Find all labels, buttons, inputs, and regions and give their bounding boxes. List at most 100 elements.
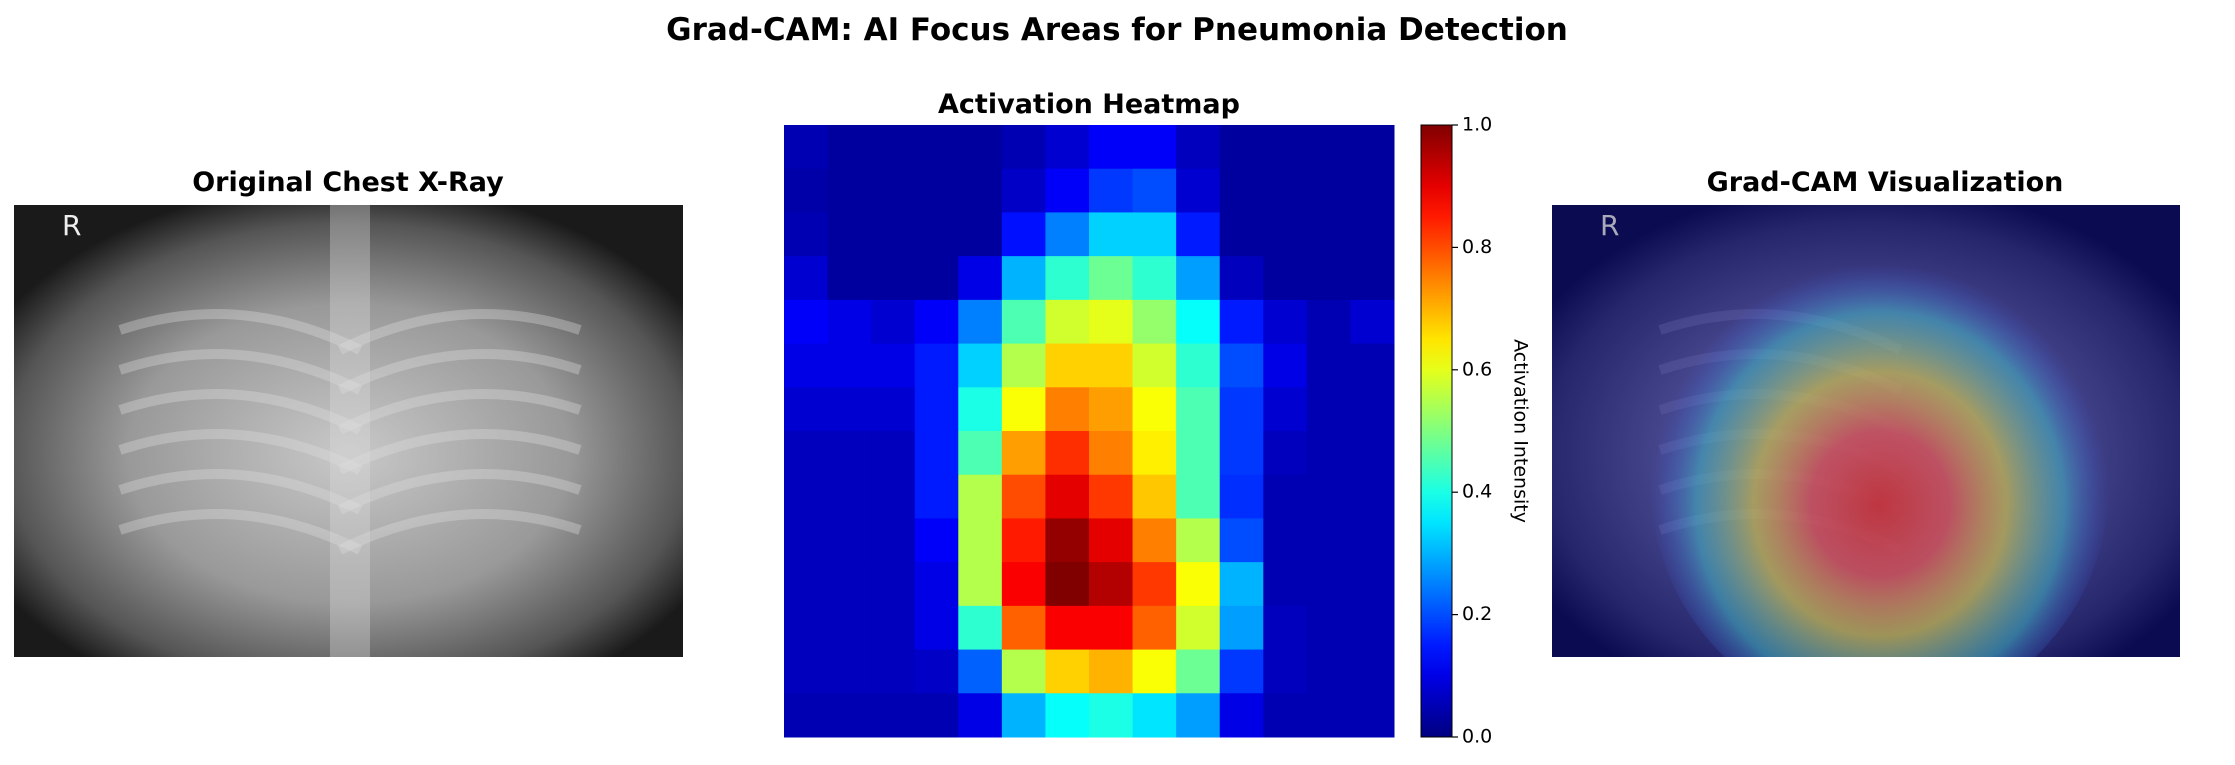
heatmap-cell	[784, 387, 829, 432]
heatmap-cell	[1045, 387, 1090, 432]
heatmap-cell	[1089, 693, 1134, 738]
heatmap-cell	[1001, 605, 1046, 651]
heatmap-cell	[871, 693, 916, 738]
heatmap-cell	[784, 605, 829, 651]
heatmap-cell	[871, 649, 916, 694]
heatmap-cell	[1176, 431, 1221, 476]
heatmap-cell	[1350, 168, 1395, 213]
heatmap-cell	[1176, 168, 1221, 213]
heatmap-cell	[1089, 518, 1134, 563]
heatmap-cell	[827, 474, 872, 519]
heatmap-cell	[1045, 256, 1090, 301]
heatmap-cell	[1263, 474, 1308, 519]
heatmap-cell	[784, 212, 829, 257]
heatmap-cell	[958, 605, 1003, 651]
heatmap-cell	[1350, 474, 1395, 519]
heatmap-cell	[958, 256, 1003, 301]
heatmap-cell	[1350, 125, 1395, 170]
heatmap-cell	[1132, 649, 1177, 694]
heatmap-cell	[871, 168, 916, 213]
colorbar-tick-label: 0.4	[1462, 481, 1492, 503]
heatmap-cell	[914, 605, 959, 651]
heatmap-cell	[1263, 343, 1308, 388]
heatmap-cell	[1089, 299, 1134, 345]
heatmap-cell	[1219, 605, 1264, 651]
panel-title: Grad-CAM Visualization	[1707, 167, 2064, 198]
heatmap-cell	[1132, 562, 1177, 607]
heatmap-cell	[1176, 256, 1221, 301]
heatmap-cell	[1306, 256, 1351, 301]
heatmap-cell	[1089, 212, 1134, 257]
heatmap-cell	[1132, 168, 1177, 213]
heatmap-cell	[1219, 474, 1264, 519]
gradcam-image	[1552, 205, 2180, 657]
heatmap-cell	[914, 343, 959, 388]
heatmap-cell	[1263, 387, 1308, 432]
heatmap-cell	[1176, 212, 1221, 257]
heatmap-cell	[784, 474, 829, 519]
heatmap-cell	[784, 431, 829, 476]
heatmap-cell	[871, 387, 916, 432]
heatmap-cell	[1306, 693, 1351, 738]
heatmap-cell	[784, 256, 829, 301]
heatmap-cell	[1263, 518, 1308, 563]
heatmap-cell	[827, 693, 872, 738]
heatmap-cell	[1306, 562, 1351, 607]
heatmap-cell	[1219, 518, 1264, 563]
heatmap-cell	[827, 343, 872, 388]
heatmap-cell	[1263, 431, 1308, 476]
heatmap-cell	[1176, 343, 1221, 388]
heatmap-cell	[1350, 518, 1395, 563]
heatmap-cell	[1045, 693, 1090, 738]
heatmap-cell	[1350, 649, 1395, 694]
heatmap-cell	[871, 605, 916, 651]
heatmap-cell	[958, 431, 1003, 476]
heatmap-cell	[1089, 605, 1134, 651]
heatmap-cell	[1219, 299, 1264, 345]
colorbar-tick-label: 0.2	[1462, 603, 1492, 625]
heatmap-cell	[1306, 431, 1351, 476]
heatmap-cell	[914, 474, 959, 519]
colorbar-tick-label: 0.8	[1462, 236, 1492, 258]
heatmap-cell	[1350, 605, 1395, 651]
heatmap-cell	[1001, 125, 1046, 170]
heatmap-cell	[1306, 518, 1351, 563]
heatmap-cell	[958, 125, 1003, 170]
heatmap-cell	[784, 562, 829, 607]
heatmap-cell	[1263, 693, 1308, 738]
heatmap-cell	[1045, 212, 1090, 257]
heatmap-cell	[784, 125, 829, 170]
heatmap-cell	[1132, 518, 1177, 563]
heatmap-cell	[827, 256, 872, 301]
heatmap-cell	[1176, 387, 1221, 432]
heatmap-cell	[871, 474, 916, 519]
heatmap-cell	[1176, 125, 1221, 170]
heatmap-cell	[827, 649, 872, 694]
heatmap-cell	[871, 562, 916, 607]
heatmap-cell	[871, 518, 916, 563]
heatmap-cell	[827, 212, 872, 257]
heatmap-cell	[914, 649, 959, 694]
xray-image	[14, 205, 683, 657]
heatmap-cell	[1263, 168, 1308, 213]
heatmap-cell	[1089, 125, 1134, 170]
heatmap-cell	[1219, 649, 1264, 694]
heatmap-cell	[1263, 125, 1308, 170]
heatmap-cell	[1350, 562, 1395, 607]
heatmap-cell	[827, 168, 872, 213]
heatmap-cell	[914, 212, 959, 257]
heatmap-cell	[1001, 212, 1046, 257]
heatmap-cell	[1132, 256, 1177, 301]
heatmap-cell	[871, 256, 916, 301]
heatmap-cell	[1263, 605, 1308, 651]
heatmap-cell	[1219, 168, 1264, 213]
heatmap-cell	[914, 693, 959, 738]
heatmap-cell	[1132, 299, 1177, 345]
heatmap-cell	[784, 693, 829, 738]
heatmap-cell	[1219, 212, 1264, 257]
heatmap-cell	[1306, 343, 1351, 388]
heatmap-cell	[1132, 693, 1177, 738]
heatmap-cell	[1001, 649, 1046, 694]
heatmap-cell	[1306, 605, 1351, 651]
